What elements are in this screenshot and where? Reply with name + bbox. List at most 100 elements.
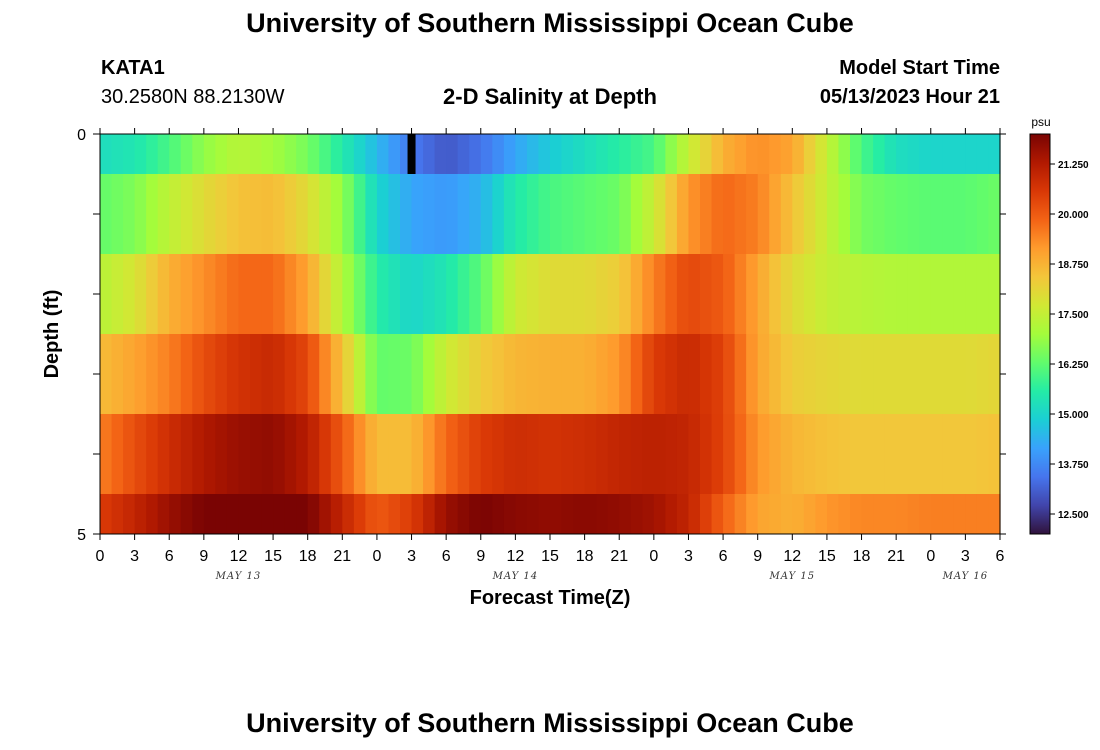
heatmap-cell (942, 254, 955, 334)
heatmap-cell (769, 334, 782, 414)
heatmap-cell (100, 134, 113, 174)
heatmap-cell (492, 494, 505, 534)
heatmap-cell (850, 134, 863, 174)
heatmap-cell (342, 494, 355, 534)
heatmap-cell (446, 334, 459, 414)
heatmap-cell (492, 254, 505, 334)
x-tick-label: 3 (961, 548, 970, 565)
heatmap-cell (688, 254, 701, 334)
heatmap-cell (861, 494, 874, 534)
heatmap-cell (446, 134, 459, 174)
heatmap-cell (515, 174, 528, 254)
x-tick-label: 12 (230, 548, 248, 565)
x-tick-label: 0 (649, 548, 658, 565)
colorbar-tick-label: 15.000 (1058, 410, 1089, 421)
heatmap-cell (215, 334, 228, 414)
heatmap-cell (907, 174, 920, 254)
heatmap-cell (330, 174, 343, 254)
heatmap-cell (319, 254, 332, 334)
heatmap-cell (296, 134, 309, 174)
heatmap-cell (342, 134, 355, 174)
heatmap-cell (930, 494, 943, 534)
heatmap-cell (330, 334, 343, 414)
heatmap-cell (146, 494, 159, 534)
heatmap-cell (550, 134, 563, 174)
heatmap-cell (907, 254, 920, 334)
heatmap-cell (146, 334, 159, 414)
heatmap-cell (192, 494, 205, 534)
heatmap-cell (561, 494, 574, 534)
heatmap-cell (723, 414, 736, 494)
heatmap-cell (146, 174, 159, 254)
heatmap-cell (942, 174, 955, 254)
heatmap-cell (734, 414, 747, 494)
chart-subtitle: 2-D Salinity at Depth (443, 84, 657, 109)
heatmap-cell (100, 174, 113, 254)
heatmap-cell (446, 414, 459, 494)
heatmap-cell (226, 494, 240, 534)
heatmap-cell (284, 254, 297, 334)
heatmap-cell (226, 414, 240, 494)
heatmap-cell (734, 254, 747, 334)
heatmap-cell (665, 134, 678, 174)
heatmap-cell (238, 254, 251, 334)
heatmap-cell (630, 134, 643, 174)
heatmap-cell (134, 134, 147, 174)
heatmap-cell (515, 134, 528, 174)
heatmap-cell (469, 494, 482, 534)
heatmap-cell (203, 134, 216, 174)
heatmap-cell (365, 334, 378, 414)
heatmap-cell (653, 174, 666, 254)
station-id: KATA1 (101, 57, 165, 79)
heatmap-cell (434, 254, 447, 334)
heatmap-cell (723, 494, 736, 534)
heatmap-cell (238, 494, 251, 534)
heatmap-cell (965, 254, 978, 334)
heatmap-cell (411, 494, 424, 534)
heatmap-cell (815, 414, 828, 494)
heatmap-cell (284, 334, 297, 414)
heatmap-cell (111, 254, 124, 334)
heatmap-cell (769, 414, 782, 494)
heatmap-cell (226, 254, 240, 334)
heatmap-cell (884, 414, 897, 494)
heatmap-cell (319, 334, 332, 414)
heatmap-cell (976, 414, 990, 494)
heatmap-cell (538, 334, 551, 414)
x-tick-label: 9 (476, 548, 485, 565)
heatmap-marker-bar (407, 134, 416, 174)
heatmap-cell (307, 334, 320, 414)
heatmap-cell (792, 134, 805, 174)
heatmap-cell (838, 494, 851, 534)
heatmap-cell (365, 414, 378, 494)
heatmap-cell (169, 174, 182, 254)
heatmap-cell (157, 134, 170, 174)
heatmap-cell (480, 494, 493, 534)
y-tick-label: 5 (77, 527, 86, 544)
heatmap-cell (180, 134, 193, 174)
heatmap-cell (676, 174, 690, 254)
heatmap-cell (515, 334, 528, 414)
heatmap-cell (411, 254, 424, 334)
heatmap-cell (953, 334, 966, 414)
heatmap-cell (746, 414, 759, 494)
heatmap-cell (180, 494, 193, 534)
heatmap-cell (169, 494, 182, 534)
x-tick-label: 3 (130, 548, 139, 565)
heatmap-cell (411, 174, 424, 254)
heatmap-cell (550, 174, 563, 254)
heatmap-cell (250, 414, 263, 494)
heatmap-cell (792, 174, 805, 254)
heatmap-cell (780, 134, 793, 174)
heatmap-cell (538, 254, 551, 334)
heatmap-cell (873, 414, 886, 494)
colorbar-tick-label: 20.000 (1058, 210, 1089, 221)
heatmap-cell (965, 414, 978, 494)
day-label: MAY 16 (942, 571, 989, 582)
heatmap-cell (423, 334, 436, 414)
heatmap-cell (250, 334, 263, 414)
heatmap-cell (526, 134, 540, 174)
heatmap-cell (123, 334, 136, 414)
x-tick-label: 6 (719, 548, 728, 565)
heatmap-cell (676, 414, 690, 494)
